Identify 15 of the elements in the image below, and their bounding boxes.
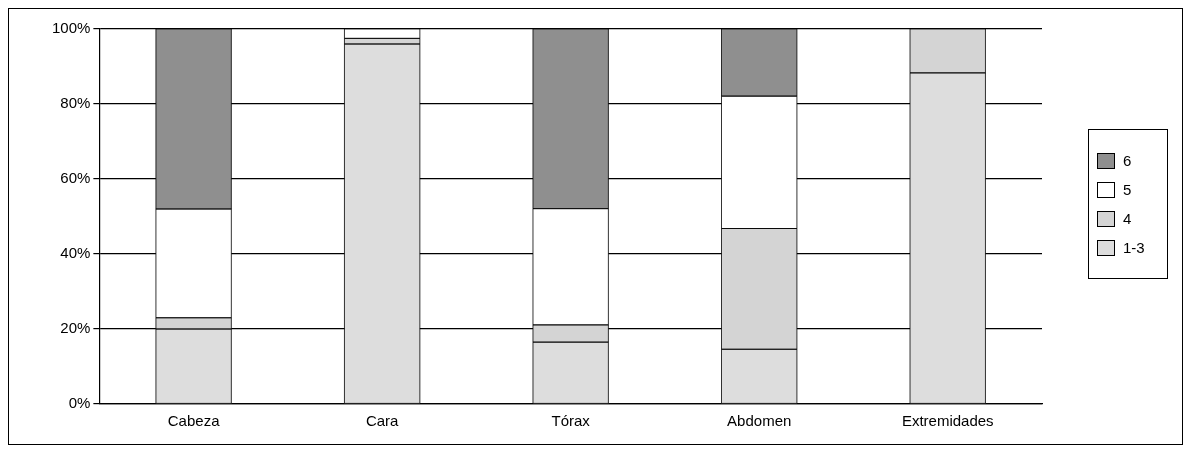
y-tick-label: 60%: [60, 169, 91, 187]
x-tick-label: Abdomen: [727, 412, 792, 430]
y-tick-label: 0%: [68, 394, 91, 412]
x-tick-label: Cara: [365, 412, 400, 430]
x-tick-label: Cabeza: [167, 412, 221, 430]
x-tick-label: Extremidades: [901, 412, 994, 430]
y-tick-label: 80%: [60, 94, 91, 112]
legend-label: 5: [1123, 181, 1132, 198]
legend-label: 4: [1123, 210, 1132, 227]
y-tick-label: 40%: [60, 244, 91, 262]
legend-label: 6: [1123, 152, 1132, 169]
legend-label: 1-3: [1123, 239, 1145, 256]
y-tick-label: 100%: [51, 19, 91, 37]
x-tick-label: Tórax: [551, 412, 591, 430]
y-tick-label: 20%: [60, 319, 91, 337]
